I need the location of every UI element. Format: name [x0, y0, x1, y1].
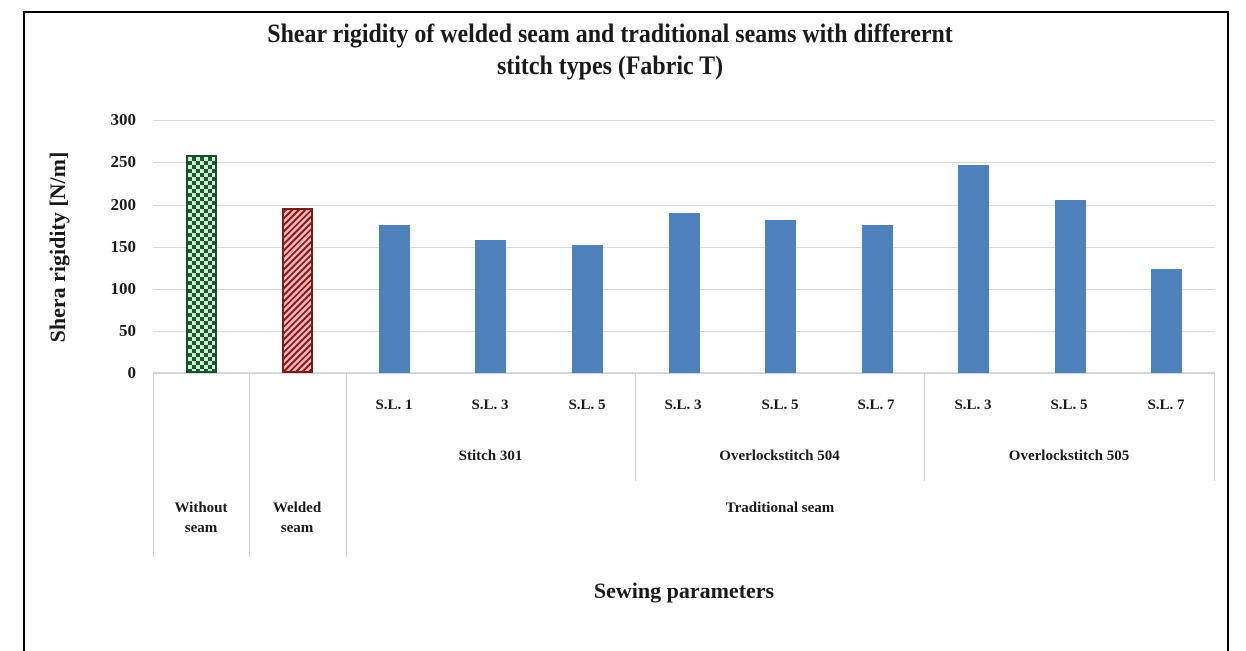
y-tick-300: 300 — [110, 110, 137, 129]
y-tick-50: 50 — [119, 321, 136, 340]
axis-divider — [924, 373, 925, 481]
group-label-overlock-505: Overlockstitch 505 — [1008, 448, 1130, 464]
y-tick-250: 250 — [110, 152, 137, 171]
bar — [668, 212, 700, 373]
category-label-line: seam — [184, 520, 218, 536]
chart-title: Shear rigidity of welded seam and tradit… — [141, 18, 1079, 82]
y-tick-100: 100 — [110, 279, 137, 298]
chart-title-line-2: stitch types (Fabric T) — [496, 51, 724, 80]
gridline-300 — [153, 120, 1215, 121]
x-tick-label: S.L. 7 — [1147, 397, 1185, 413]
bar — [958, 164, 990, 373]
category-axis: S.L. 1 S.L. 3 S.L. 5 S.L. 3 S.L. 5 S.L. … — [153, 373, 1215, 557]
category-label-line: Without — [174, 500, 228, 516]
chart-frame — [23, 11, 1229, 651]
x-tick-label: S.L. 5 — [761, 397, 799, 413]
x-axis-label: Sewing parameters — [593, 578, 775, 603]
x-tick-label: S.L. 3 — [471, 397, 509, 413]
axis-line — [153, 373, 1215, 374]
axis-divider — [153, 373, 154, 557]
axis-divider — [249, 373, 250, 557]
x-tick-label: S.L. 3 — [954, 397, 992, 413]
bar — [378, 225, 410, 373]
x-tick-label: S.L. 5 — [1050, 397, 1088, 413]
category-label-traditional-seam: Traditional seam — [725, 500, 835, 516]
category-label-without-seam: Without seam — [153, 498, 249, 538]
plot-area — [153, 120, 1215, 373]
gridline-250 — [153, 162, 1215, 163]
y-tick-150: 150 — [110, 237, 137, 256]
axis-divider — [635, 373, 636, 481]
x-tick-label: S.L. 5 — [568, 397, 606, 413]
bar — [282, 207, 314, 373]
bar — [475, 239, 507, 373]
x-tick-label: S.L. 3 — [664, 397, 702, 413]
group-label-stitch-301: Stitch 301 — [458, 448, 523, 464]
axis-divider — [1214, 373, 1215, 481]
bar — [185, 155, 217, 373]
axis-divider — [346, 373, 347, 557]
y-axis-label-text: Shera rigidity [N/m] — [45, 151, 70, 343]
category-label-line: seam — [280, 520, 314, 536]
bar — [1151, 269, 1183, 373]
chart-title-line-1: Shear rigidity of welded seam and tradit… — [267, 19, 953, 48]
category-label-line: Welded — [272, 500, 322, 516]
bar — [861, 225, 893, 373]
y-tick-200: 200 — [110, 195, 137, 214]
bar — [571, 244, 603, 373]
x-tick-label: S.L. 1 — [375, 397, 413, 413]
y-tick-0: 0 — [127, 363, 137, 382]
bar — [765, 219, 797, 373]
category-label-welded-seam: Welded seam — [249, 498, 345, 538]
gridline-200 — [153, 205, 1215, 206]
group-label-overlock-504: Overlockstitch 504 — [719, 448, 840, 464]
x-tick-label: S.L. 7 — [857, 397, 895, 413]
bar — [1054, 200, 1086, 373]
